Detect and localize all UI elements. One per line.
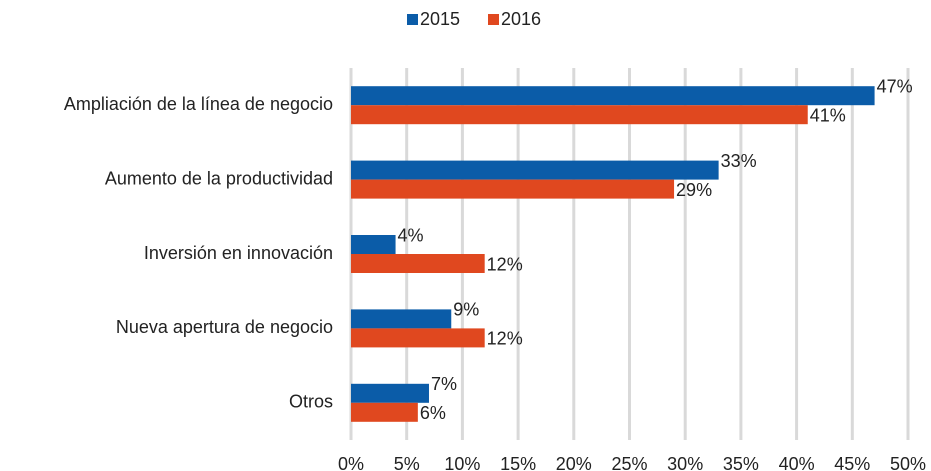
bar bbox=[351, 235, 396, 254]
data-label: 6% bbox=[420, 403, 446, 423]
x-tick-label: 40% bbox=[779, 454, 815, 471]
bar bbox=[351, 86, 875, 106]
legend-label: 2016 bbox=[501, 9, 541, 29]
x-tick-label: 30% bbox=[667, 454, 703, 471]
y-tick-label: Otros bbox=[289, 392, 333, 412]
legend-swatch bbox=[488, 14, 499, 25]
data-label: 33% bbox=[721, 151, 757, 171]
x-tick-label: 15% bbox=[500, 454, 536, 471]
bar bbox=[351, 402, 418, 422]
bar bbox=[351, 179, 675, 199]
bar bbox=[351, 383, 429, 403]
data-label: 7% bbox=[431, 374, 457, 394]
data-label: 41% bbox=[810, 105, 846, 125]
data-label: 9% bbox=[453, 300, 479, 320]
data-label: 4% bbox=[398, 225, 424, 245]
y-tick-label: Ampliación de la línea de negocio bbox=[64, 94, 333, 114]
data-label: 12% bbox=[487, 329, 523, 349]
y-tick-label: Nueva apertura de negocio bbox=[116, 317, 333, 337]
x-tick-label: 35% bbox=[723, 454, 759, 471]
x-tick-label: 5% bbox=[394, 454, 420, 471]
x-tick-label: 20% bbox=[556, 454, 592, 471]
bar bbox=[351, 328, 485, 348]
data-label: 12% bbox=[487, 254, 523, 274]
x-tick-label: 50% bbox=[890, 454, 926, 471]
bar bbox=[351, 160, 719, 180]
y-tick-label: Aumento de la productividad bbox=[105, 168, 333, 188]
data-label: 47% bbox=[877, 76, 913, 96]
x-tick-label: 25% bbox=[611, 454, 647, 471]
x-tick-label: 10% bbox=[444, 454, 480, 471]
bar bbox=[351, 105, 808, 125]
y-tick-label: Inversión en innovación bbox=[144, 243, 333, 263]
x-tick-label: 45% bbox=[834, 454, 870, 471]
legend-label: 2015 bbox=[420, 9, 460, 29]
x-tick-label: 0% bbox=[338, 454, 364, 471]
bar bbox=[351, 309, 452, 329]
legend-swatch bbox=[407, 14, 418, 25]
data-label: 29% bbox=[676, 180, 712, 200]
bar bbox=[351, 254, 485, 273]
